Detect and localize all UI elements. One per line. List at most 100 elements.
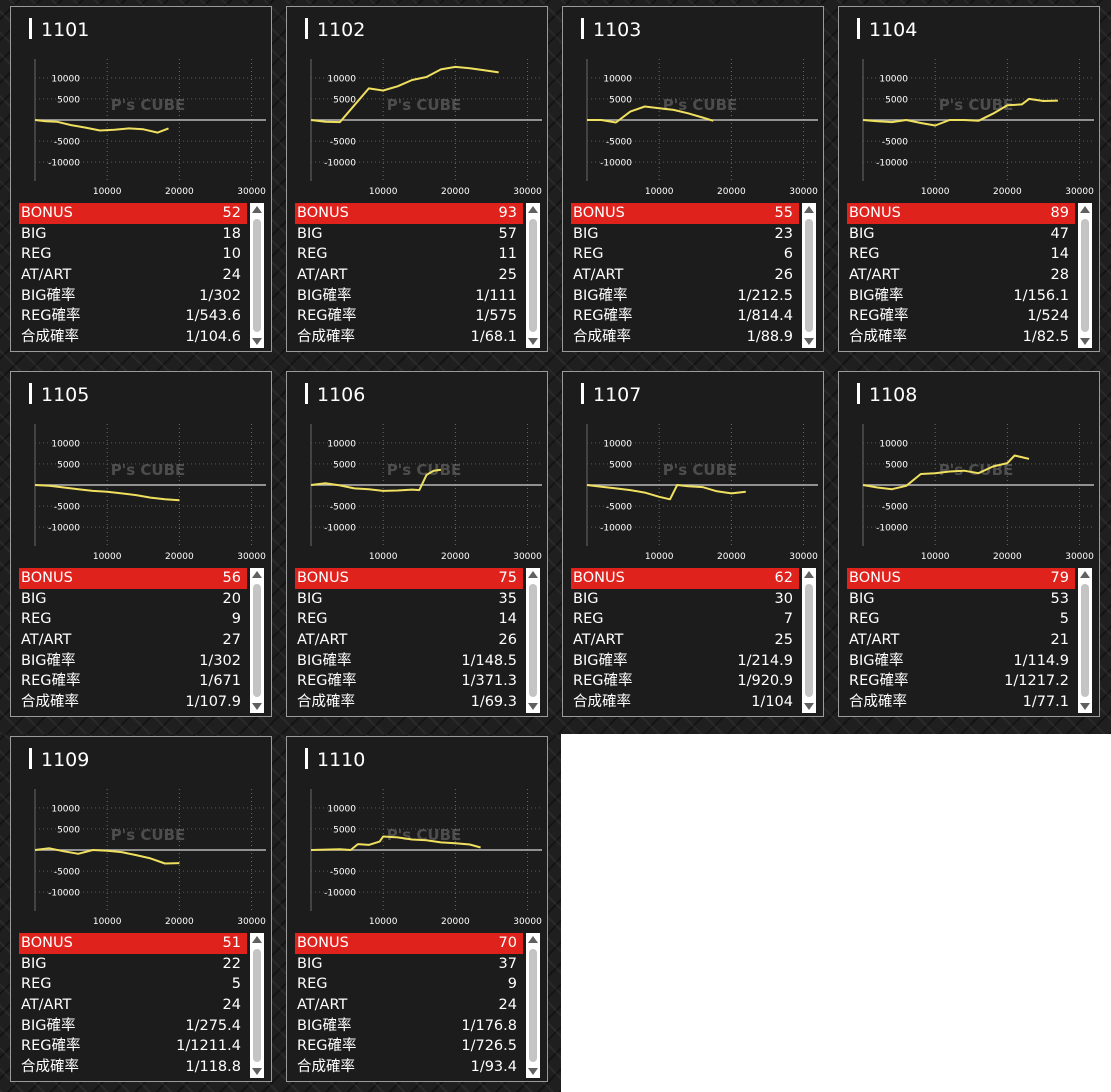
stat-label: BIG — [849, 225, 875, 242]
scroll-up-arrow-icon[interactable] — [252, 936, 262, 943]
stat-row: AT/ART 25 — [295, 265, 523, 286]
stat-row: REG 5 — [19, 974, 247, 995]
scroll-thumb[interactable] — [805, 584, 813, 697]
scroll-thumb[interactable] — [529, 949, 537, 1062]
scroll-down-arrow-icon[interactable] — [1080, 338, 1090, 345]
machine-card[interactable]: 1101 10000 20000 30000 10000 5000 -5000 -10000 P… — [10, 6, 272, 352]
stat-label: REG確率 — [573, 673, 633, 690]
y-tick-label: -10000 — [324, 159, 356, 169]
x-tick-label: 10000 — [645, 187, 674, 197]
scroll-down-arrow-icon[interactable] — [252, 703, 262, 710]
stats-table: BONUS 89 BIG 47 REG 14 AT/ART 28 BIG確率 1/156.1 REG… — [847, 203, 1075, 348]
stat-label: BIG — [297, 225, 323, 242]
stat-label: 合成確率 — [573, 329, 631, 346]
stat-value: 1/524 — [1027, 308, 1069, 325]
scroll-thumb[interactable] — [805, 219, 813, 332]
scroll-up-arrow-icon[interactable] — [1080, 571, 1090, 578]
scroll-up-arrow-icon[interactable] — [528, 206, 538, 213]
scroll-down-arrow-icon[interactable] — [804, 703, 814, 710]
stats-scrollbar[interactable] — [526, 203, 540, 348]
scroll-up-arrow-icon[interactable] — [804, 571, 814, 578]
machine-card[interactable]: 1104 10000 20000 30000 10000 5000 -5000 -10000 P… — [838, 6, 1100, 352]
stat-label: AT/ART — [573, 632, 624, 649]
stat-value: 79 — [1050, 570, 1069, 586]
scroll-up-arrow-icon[interactable] — [252, 571, 262, 578]
title-accent-bar — [29, 383, 32, 404]
stats-table: BONUS 62 BIG 30 REG 7 AT/ART 25 BIG確率 1/214.9 REG確… — [571, 568, 799, 713]
watermark-logo: P's CUBE — [663, 461, 738, 479]
stat-label: REG確率 — [297, 673, 357, 690]
stat-value: 75 — [498, 570, 517, 586]
scroll-down-arrow-icon[interactable] — [252, 1068, 262, 1075]
scroll-up-arrow-icon[interactable] — [804, 206, 814, 213]
stat-row: REG確率 1/524 — [847, 306, 1075, 327]
stats-scrollbar[interactable] — [802, 568, 816, 713]
stats-scrollbar[interactable] — [1078, 203, 1092, 348]
scroll-down-arrow-icon[interactable] — [1080, 703, 1090, 710]
stat-label: REG — [21, 246, 52, 263]
machine-number: 1104 — [869, 19, 918, 41]
machine-card[interactable]: 1105 10000 20000 30000 10000 5000 -5000 -10000 P… — [10, 371, 272, 717]
stat-row: AT/ART 24 — [19, 995, 247, 1016]
machine-card[interactable]: 1102 10000 20000 30000 10000 5000 -5000 -10000 P… — [286, 6, 548, 352]
scroll-down-arrow-icon[interactable] — [528, 1068, 538, 1075]
stat-row: 合成確率 1/82.5 — [847, 327, 1075, 348]
stats-scrollbar[interactable] — [250, 203, 264, 348]
machine-number: 1106 — [317, 384, 366, 406]
machine-card[interactable]: 1109 10000 20000 30000 10000 5000 -5000 -10000 P… — [10, 736, 272, 1082]
stat-value: 1/104 — [751, 694, 793, 711]
scroll-thumb[interactable] — [253, 219, 261, 332]
stat-label: 合成確率 — [849, 694, 907, 711]
stat-value: 56 — [222, 570, 241, 586]
stat-value: 1/920.9 — [737, 673, 793, 690]
machine-card[interactable]: 1108 10000 20000 30000 10000 5000 -5000 -10000 P… — [838, 371, 1100, 717]
stat-label: 合成確率 — [849, 329, 907, 346]
stat-label: REG — [21, 611, 52, 628]
stat-value: 1/111 — [475, 287, 517, 304]
scroll-thumb[interactable] — [253, 949, 261, 1062]
stat-value: 1/1217.2 — [1004, 673, 1069, 690]
stats-scrollbar[interactable] — [802, 203, 816, 348]
stats-scrollbar[interactable] — [526, 933, 540, 1078]
machine-card[interactable]: 1107 10000 20000 30000 10000 5000 -5000 -10000 P… — [562, 371, 824, 717]
stat-value: 1/1211.4 — [176, 1038, 241, 1055]
stats-scrollbar[interactable] — [526, 568, 540, 713]
scroll-thumb[interactable] — [529, 219, 537, 332]
stats-scrollbar[interactable] — [1078, 568, 1092, 713]
stat-row: 合成確率 1/118.8 — [19, 1057, 247, 1078]
stat-label: AT/ART — [849, 267, 900, 284]
stat-label: BONUS — [297, 935, 349, 951]
stat-row: REG 11 — [295, 244, 523, 265]
machine-card[interactable]: 1110 10000 20000 30000 10000 5000 -5000 -10000 P… — [286, 736, 548, 1082]
stat-row: 合成確率 1/69.3 — [295, 692, 523, 713]
stat-value: 89 — [1050, 205, 1069, 221]
scroll-down-arrow-icon[interactable] — [252, 338, 262, 345]
x-tick-label: 20000 — [165, 187, 194, 197]
scroll-up-arrow-icon[interactable] — [528, 571, 538, 578]
machine-card[interactable]: 1103 10000 20000 30000 10000 5000 -5000 -10000 P… — [562, 6, 824, 352]
stats-scrollbar[interactable] — [250, 568, 264, 713]
scroll-thumb[interactable] — [1081, 584, 1089, 697]
y-tick-label: -5000 — [54, 503, 80, 513]
stat-row: AT/ART 24 — [295, 995, 523, 1016]
scroll-thumb[interactable] — [529, 584, 537, 697]
watermark-logo: P's CUBE — [387, 461, 462, 479]
scroll-down-arrow-icon[interactable] — [528, 703, 538, 710]
scroll-up-arrow-icon[interactable] — [1080, 206, 1090, 213]
stat-row: REG確率 1/371.3 — [295, 671, 523, 692]
stats-scrollbar[interactable] — [250, 933, 264, 1078]
stat-label: AT/ART — [297, 267, 348, 284]
scroll-up-arrow-icon[interactable] — [252, 206, 262, 213]
machine-card[interactable]: 1106 10000 20000 30000 10000 5000 -5000 -10000 P… — [286, 371, 548, 717]
scroll-down-arrow-icon[interactable] — [804, 338, 814, 345]
y-tick-label: -10000 — [324, 524, 356, 534]
stat-row: REG確率 1/1211.4 — [19, 1036, 247, 1057]
scroll-thumb[interactable] — [1081, 219, 1089, 332]
scroll-thumb[interactable] — [253, 584, 261, 697]
scroll-down-arrow-icon[interactable] — [528, 338, 538, 345]
x-tick-label: 30000 — [237, 187, 266, 197]
stat-label: REG確率 — [21, 673, 81, 690]
y-tick-label: 5000 — [57, 95, 80, 105]
x-tick-label: 10000 — [921, 187, 950, 197]
scroll-up-arrow-icon[interactable] — [528, 936, 538, 943]
